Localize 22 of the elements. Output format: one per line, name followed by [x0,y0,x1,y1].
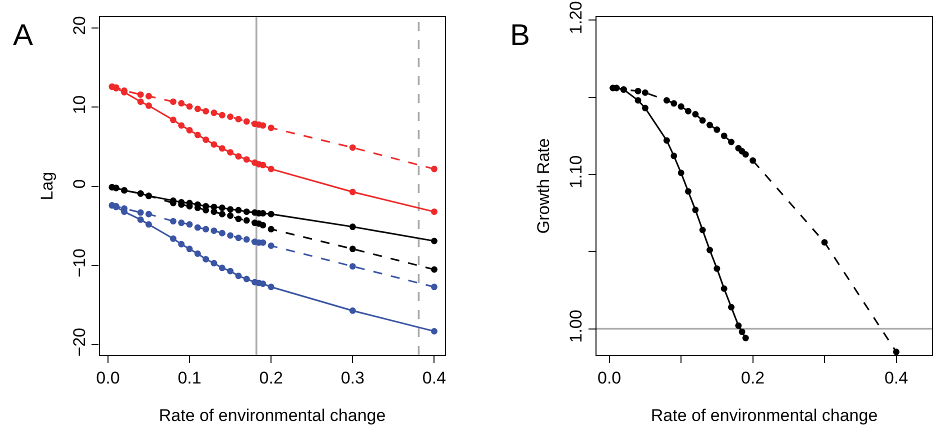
y-tick-label: 1.10 [566,155,586,188]
x-axis-title: Rate of environmental change [158,406,386,425]
chart-title: B [510,19,530,52]
x-tick-label: 0.2 [740,368,765,388]
y-tick-label: 1.20 [566,0,586,34]
x-tick-label: 0.4 [422,368,446,388]
chart-title: A [13,19,34,52]
y-tick-label: 1.00 [566,310,586,343]
x-tick-label: 0.0 [96,368,120,388]
y-axis-title: Lag [37,172,56,200]
x-tick-label: 0.4 [884,368,908,388]
x-tick-label: 0.3 [340,368,364,388]
y-tick-label: 0 [70,179,89,189]
y-tick-label: 20 [70,16,89,35]
x-tick-label: 0.2 [259,368,283,388]
x-tick-label: 0.0 [598,368,622,388]
y-tick-label: −20 [70,328,89,357]
x-axis-title: Rate of environmental change [650,406,878,425]
y-tick-label: −10 [70,248,89,278]
y-axis-title: Growth Rate [534,138,554,234]
y-tick-label: 10 [70,95,89,114]
x-tick-label: 0.1 [178,368,202,388]
